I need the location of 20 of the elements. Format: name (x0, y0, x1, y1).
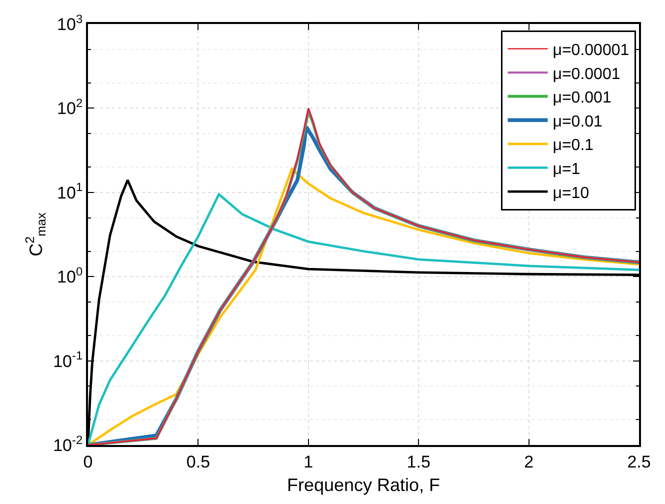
legend-label: μ=0.01 (552, 113, 603, 130)
legend-label: μ=0.1 (552, 137, 594, 154)
x-tick-label: 2.5 (627, 452, 651, 472)
y-tick-label: 10$^{1}$ (57, 180, 83, 202)
x-axis-title: Frequency Ratio, F (286, 475, 440, 495)
legend-label: μ=0.0001 (552, 66, 620, 83)
x-tick-label: 1.5 (406, 452, 430, 472)
x-tick-label: 2 (524, 452, 534, 472)
legend-label: μ=0.001 (552, 90, 612, 107)
y-tick-label: 10$^{-2}$ (53, 432, 83, 455)
y-tick-label: 10$^{3}$ (57, 12, 83, 34)
legend-label: μ=1 (552, 160, 580, 178)
y-tick-label: 10$^{-1}$ (53, 348, 83, 371)
y-tick-label: 10$^{2}$ (57, 96, 83, 118)
legend-label: μ=0.00001 (552, 42, 630, 59)
y-tick-label: 10$^{0}$ (57, 264, 83, 287)
x-tick-label: 0 (83, 452, 93, 472)
legend-label: μ=10 (552, 184, 590, 202)
x-tick-label: 1 (304, 452, 314, 472)
x-tick-label: 0.5 (186, 452, 210, 472)
